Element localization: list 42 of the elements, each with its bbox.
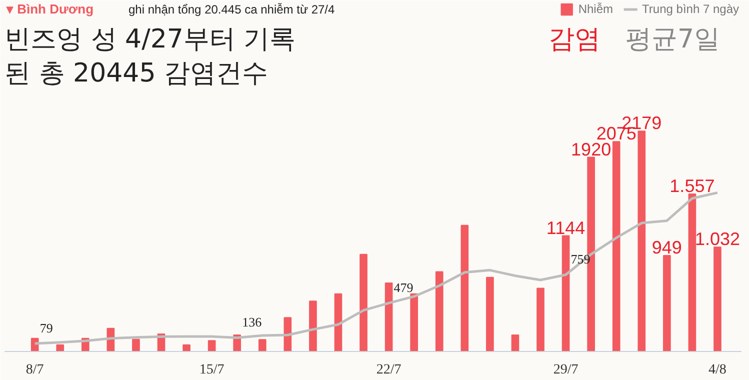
bar [309, 300, 317, 352]
x-tick-label: 29/7 [553, 362, 578, 378]
data-label: 1144 [546, 218, 586, 238]
legend-label: Nhiễm [578, 2, 614, 16]
bar [562, 235, 570, 352]
bar [638, 130, 646, 352]
annotation: 평균7일 [626, 24, 720, 54]
annotation: 빈즈엉 성 4/27부터 기록 [4, 24, 296, 54]
legend-label: Trung bình 7 ngày [642, 2, 739, 16]
data-label: 136 [242, 314, 262, 330]
bar [182, 344, 190, 352]
bar [258, 339, 266, 352]
bar [714, 246, 722, 352]
bar [384, 282, 393, 352]
bar [435, 271, 444, 352]
data-label: 1.032 [694, 229, 740, 250]
x-tick-label: 8/7 [26, 362, 44, 378]
bar [360, 254, 368, 352]
chart-title: ▾ Bình Dương [6, 2, 94, 16]
bar [56, 344, 64, 352]
bar [536, 288, 544, 352]
bar [612, 141, 620, 352]
data-label: 1.557 [670, 176, 715, 196]
data-label: 79 [40, 320, 53, 336]
x-tick-label: 15/7 [199, 362, 224, 378]
bar [663, 255, 671, 352]
bar [511, 334, 520, 352]
bar [688, 194, 696, 352]
annotation: 감염 [548, 24, 600, 54]
data-label: 1920 [571, 139, 612, 160]
bar [460, 224, 469, 352]
bar [486, 276, 494, 352]
x-tick-label: 4/8 [708, 362, 726, 378]
bar [334, 293, 342, 352]
chart-subtitle: ghi nhận tổng 20.445 ca nhiễm từ 27/4 [128, 2, 336, 16]
x-tick-label: 22/7 [376, 362, 402, 378]
data-label: 479 [394, 280, 414, 296]
data-label: 949 [652, 238, 682, 258]
bar [132, 338, 140, 352]
annotation: 된 총 20445 감염건수 [4, 58, 268, 88]
bar [208, 340, 216, 352]
bar [410, 293, 418, 352]
